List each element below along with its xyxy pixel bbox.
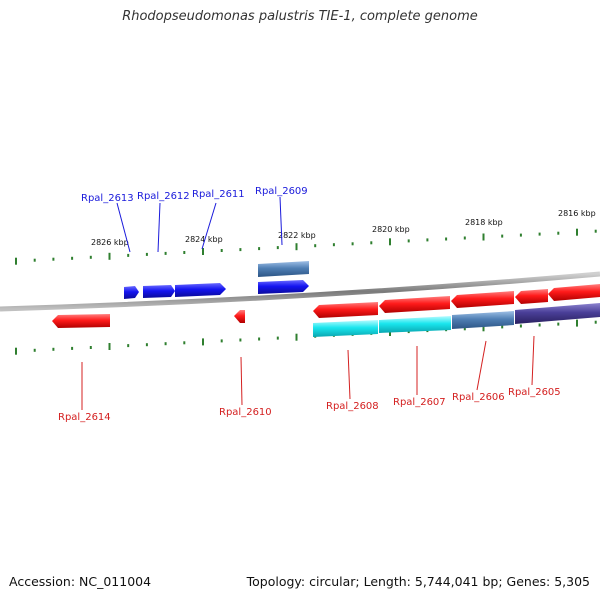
- leader-rpal-2611: [201, 202, 217, 250]
- forward-strand-genes: [124, 261, 309, 299]
- label-rpal-2610[interactable]: Rpal_2610: [219, 407, 272, 418]
- label-rpal-2607[interactable]: Rpal_2607: [393, 397, 446, 408]
- kbp-label-2824: 2824 kbp: [185, 235, 223, 244]
- kbp-labels: 2826 kbp 2824 kbp 2822 kbp 2820 kbp 2818…: [91, 209, 596, 247]
- gene-rpal-2614[interactable]: [52, 314, 110, 328]
- label-rpal-2614[interactable]: Rpal_2614: [58, 412, 111, 423]
- gene-rpal-2606[interactable]: [451, 291, 514, 308]
- gene-rpal-2609[interactable]: [258, 280, 309, 294]
- genome-backbone: [0, 271, 600, 312]
- kbp-label-2818: 2818 kbp: [465, 218, 503, 227]
- label-rpal-2611[interactable]: Rpal_2611: [192, 189, 245, 200]
- leader-rpal-2613: [116, 202, 131, 253]
- leader-rpal-2610: [240, 356, 243, 406]
- label-rpal-2612[interactable]: Rpal_2612: [137, 191, 190, 202]
- leader-rpal-2605: [531, 335, 535, 386]
- feature-rpal-2608[interactable]: [313, 320, 378, 337]
- gene-rpal-2610[interactable]: [234, 310, 245, 323]
- label-rpal-2613[interactable]: Rpal_2613: [81, 193, 134, 204]
- label-rpal-2608[interactable]: Rpal_2608: [326, 401, 379, 412]
- kbp-label-2826: 2826 kbp: [91, 238, 129, 247]
- gene-rpal-2613[interactable]: [124, 286, 139, 299]
- genome-summary: Topology: circular; Length: 5,744,041 bp…: [246, 574, 590, 589]
- gene-rpal-2612[interactable]: [143, 285, 175, 298]
- leader-rpal-2609: [279, 196, 283, 246]
- accession-label: Accession: NC_011004: [9, 574, 152, 589]
- lower-gene-labels: Rpal_2614 Rpal_2610 Rpal_2608 Rpal_2607 …: [58, 387, 561, 423]
- gene-rpal-2605-a[interactable]: [515, 289, 548, 304]
- gene-rpal-2608[interactable]: [313, 302, 378, 318]
- genome-title: Rhodopseudomonas palustris TIE-1, comple…: [122, 9, 478, 24]
- leader-rpal-2612: [157, 202, 161, 253]
- gene-rpal-2607[interactable]: [379, 296, 450, 313]
- upper-gene-labels: Rpal_2613 Rpal_2612 Rpal_2611 Rpal_2609: [81, 186, 308, 204]
- gene-rpal-2605-b[interactable]: [548, 284, 600, 301]
- feature-rpal-2606[interactable]: [452, 311, 514, 329]
- reverse-strand-genes: [52, 284, 600, 337]
- lower-tick-ruler: [15, 319, 597, 355]
- feature-rpal-2605[interactable]: [515, 303, 600, 324]
- kbp-label-2822: 2822 kbp: [278, 231, 316, 240]
- leader-rpal-2606: [476, 340, 487, 391]
- gene-rpal-2609-feature[interactable]: [258, 261, 309, 277]
- upper-tick-ruler: [15, 228, 597, 265]
- kbp-label-2820: 2820 kbp: [372, 225, 410, 234]
- kbp-label-2816: 2816 kbp: [558, 209, 596, 218]
- gene-rpal-2611[interactable]: [175, 283, 226, 297]
- leader-rpal-2608: [347, 349, 351, 400]
- label-rpal-2606[interactable]: Rpal_2606: [452, 392, 505, 403]
- lower-leader-lines: [81, 335, 535, 410]
- feature-rpal-2607[interactable]: [379, 316, 451, 333]
- label-rpal-2605[interactable]: Rpal_2605: [508, 387, 561, 398]
- upper-leader-lines: [116, 196, 283, 253]
- label-rpal-2609[interactable]: Rpal_2609: [255, 186, 308, 197]
